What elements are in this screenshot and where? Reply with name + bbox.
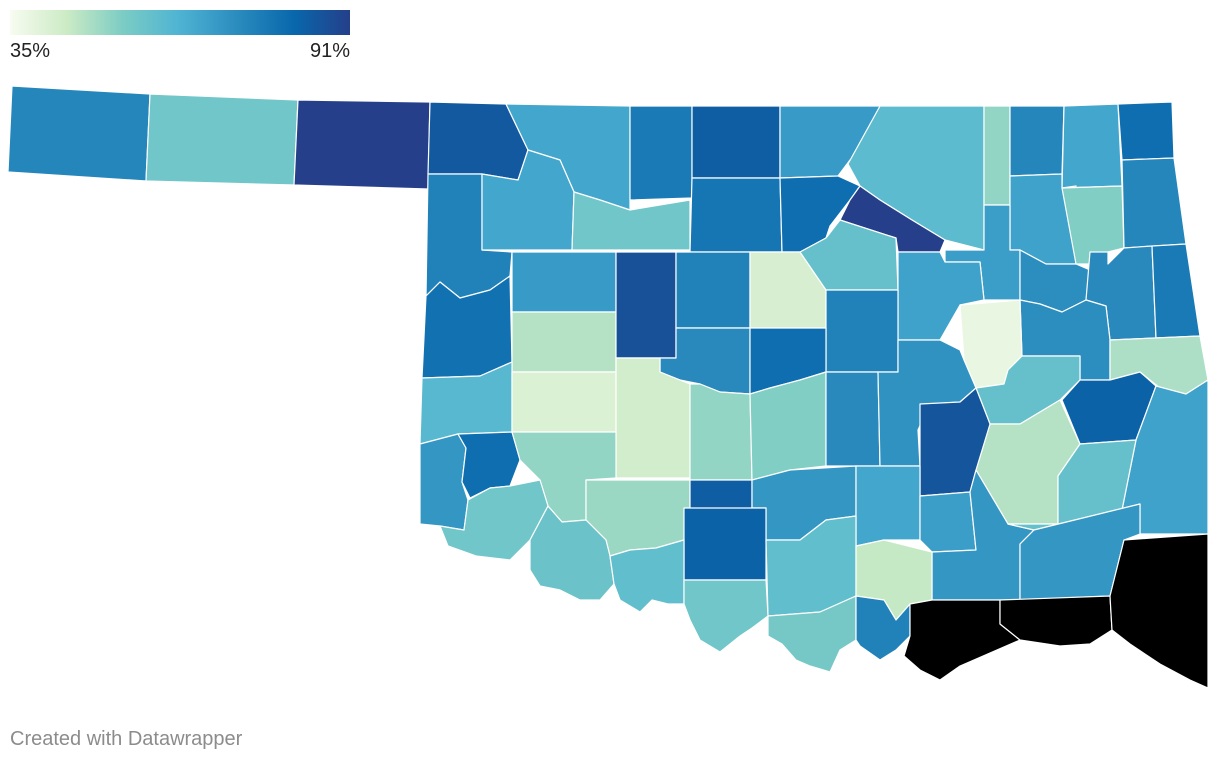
county[interactable] — [481, 149, 575, 251]
county[interactable] — [919, 491, 977, 553]
county[interactable] — [825, 289, 899, 373]
county[interactable] — [825, 371, 881, 467]
county[interactable] — [903, 599, 1021, 681]
county[interactable] — [689, 383, 753, 481]
county[interactable] — [683, 507, 767, 581]
legend-gradient-bar — [10, 10, 350, 35]
datawrapper-credit: Created with Datawrapper — [10, 728, 243, 750]
county[interactable] — [1121, 157, 1187, 249]
county[interactable] — [855, 595, 911, 661]
county[interactable] — [767, 595, 857, 673]
county[interactable] — [855, 465, 921, 547]
county[interactable] — [7, 85, 151, 182]
county[interactable] — [293, 99, 431, 190]
county[interactable] — [683, 579, 769, 653]
county[interactable] — [1009, 105, 1065, 177]
county[interactable] — [691, 105, 781, 179]
county[interactable] — [1109, 533, 1209, 689]
county[interactable] — [419, 433, 469, 531]
legend-max-label: 91% — [309, 40, 350, 62]
county[interactable] — [675, 251, 751, 329]
county[interactable] — [511, 311, 617, 373]
county[interactable] — [983, 105, 1011, 206]
county[interactable] — [1061, 103, 1123, 189]
color-legend: 35% 91% — [10, 10, 350, 66]
legend-min-label: 35% — [10, 40, 51, 62]
county[interactable] — [145, 93, 299, 186]
county[interactable] — [571, 191, 691, 251]
county[interactable] — [1117, 101, 1175, 161]
county[interactable] — [689, 177, 783, 253]
county[interactable] — [615, 251, 677, 359]
county[interactable] — [511, 251, 617, 313]
county[interactable] — [511, 371, 617, 433]
county[interactable] — [629, 105, 693, 201]
county[interactable] — [689, 479, 753, 511]
county[interactable] — [1151, 243, 1201, 339]
